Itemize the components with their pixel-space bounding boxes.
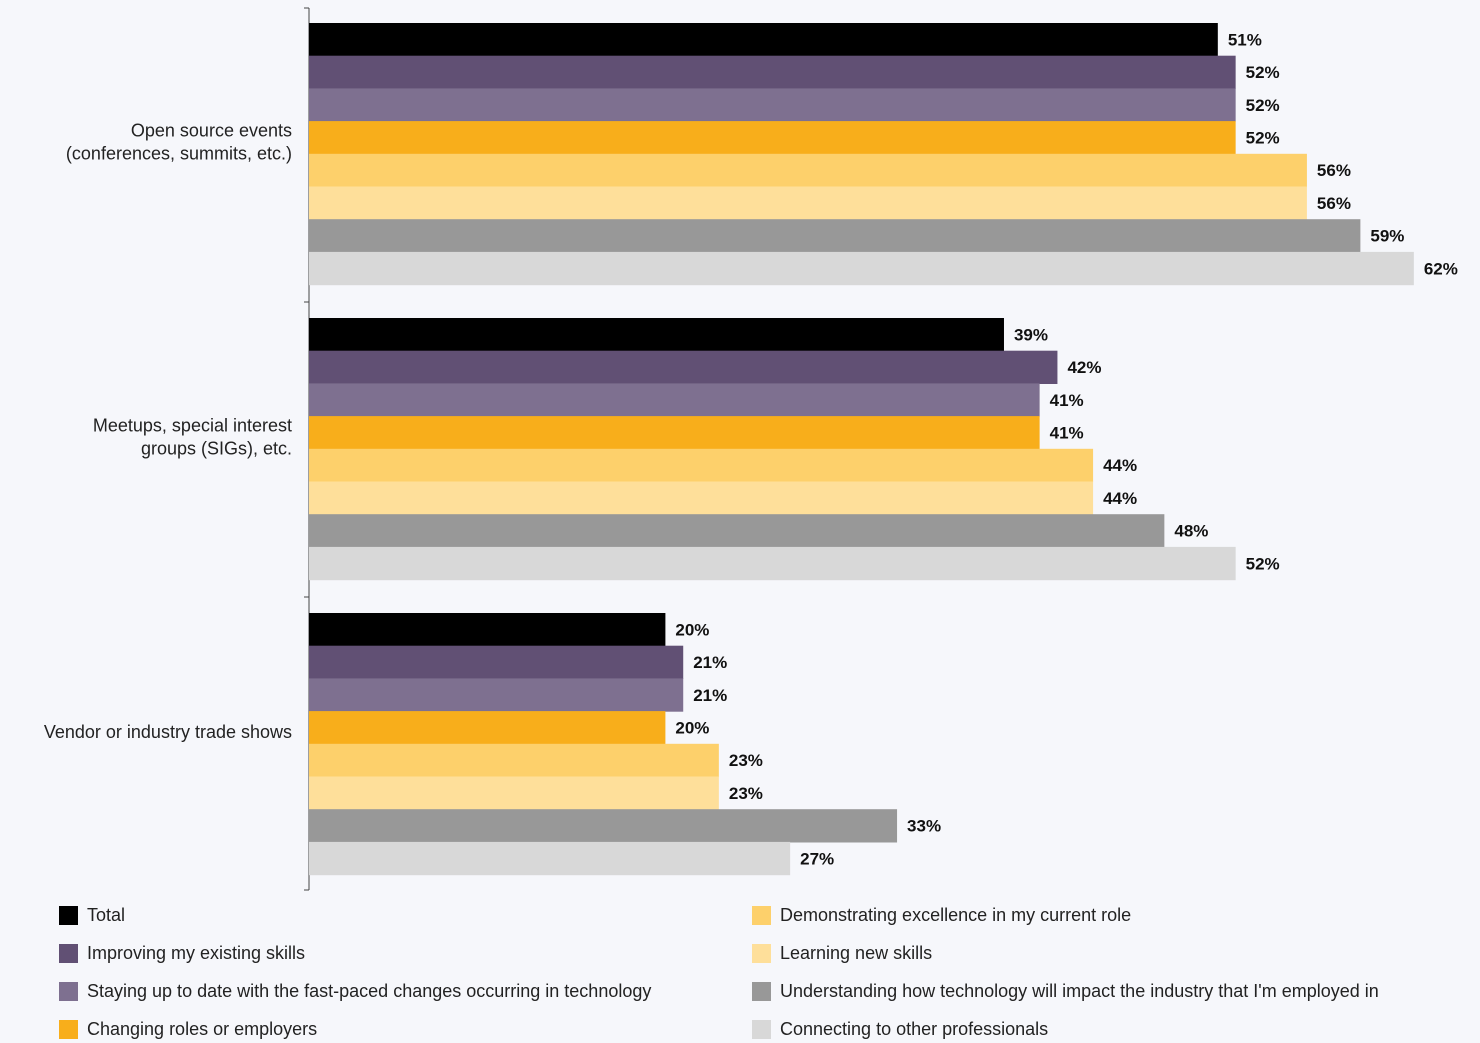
legend-swatch — [59, 982, 78, 1001]
bar — [309, 251, 1414, 286]
data-label: 51% — [1228, 30, 1262, 49]
data-label: 42% — [1067, 358, 1101, 377]
bars-layer — [309, 23, 1414, 876]
bar — [309, 88, 1236, 122]
data-label: 52% — [1246, 96, 1280, 115]
axis-layer — [304, 7, 310, 891]
bar — [309, 219, 1361, 253]
data-label: 20% — [675, 620, 709, 639]
data-label: 52% — [1246, 128, 1280, 147]
bar — [309, 23, 1218, 57]
bar — [309, 318, 1004, 352]
legend-item: Total — [59, 905, 125, 926]
legend-item: Changing roles or employers — [59, 1019, 317, 1040]
bar — [309, 546, 1236, 581]
legend-swatch — [752, 906, 771, 925]
legend-swatch — [752, 944, 771, 963]
legend-label: Learning new skills — [780, 943, 933, 963]
legend-swatch — [752, 1020, 771, 1039]
data-label: 44% — [1103, 489, 1137, 508]
bar — [309, 809, 898, 843]
bar — [309, 776, 719, 810]
data-label: 33% — [907, 817, 941, 836]
data-label: 59% — [1370, 227, 1404, 246]
bar — [309, 481, 1094, 515]
data-label: 56% — [1317, 161, 1351, 180]
legend-item: Connecting to other professionals — [752, 1019, 1048, 1040]
labels-layer: Open source events (conferences, summits,… — [44, 30, 1458, 868]
data-label: 21% — [693, 653, 727, 672]
legend-label: Connecting to other professionals — [780, 1019, 1049, 1039]
data-label: 41% — [1050, 391, 1084, 410]
bar-chart-plot: Open source events (conferences, summits,… — [44, 7, 1458, 891]
category-label: Open source events (conferences, summits,… — [66, 120, 292, 163]
bar — [309, 121, 1236, 155]
data-label: 44% — [1103, 456, 1137, 475]
bar — [309, 645, 684, 679]
data-label: 39% — [1014, 325, 1048, 344]
bar — [309, 841, 791, 876]
legend-label: Improving my existing skills — [87, 943, 306, 963]
bar — [309, 448, 1094, 483]
legend-swatch — [752, 982, 771, 1001]
category-label: Meetups, special interest groups (SIGs), … — [93, 415, 292, 458]
legend-item: Improving my existing skills — [59, 943, 305, 964]
data-label: 56% — [1317, 194, 1351, 213]
data-label: 21% — [693, 686, 727, 705]
bar — [309, 186, 1307, 220]
data-label: 23% — [729, 751, 763, 770]
legend-item: Staying up to date with the fast-paced c… — [59, 981, 651, 1002]
data-label: 20% — [675, 718, 709, 737]
category-label: Vendor or industry trade shows — [44, 722, 292, 742]
legend-item: Demonstrating excellence in my current r… — [752, 905, 1131, 926]
data-label: 27% — [800, 849, 834, 868]
data-label: 52% — [1246, 63, 1280, 82]
data-label: 62% — [1424, 259, 1458, 278]
bar — [309, 613, 666, 647]
bar — [309, 350, 1058, 384]
legend-swatch — [59, 1020, 78, 1039]
bar — [309, 55, 1236, 89]
data-label: 48% — [1174, 522, 1208, 541]
legend-swatch — [59, 944, 78, 963]
legend-swatch — [59, 906, 78, 925]
bar — [309, 678, 684, 712]
data-label: 23% — [729, 784, 763, 803]
legend-label: Demonstrating excellence in my current r… — [780, 905, 1132, 925]
bar — [309, 711, 666, 745]
data-label: 52% — [1246, 554, 1280, 573]
bar — [309, 153, 1307, 188]
legend-label: Total — [87, 905, 126, 925]
bar — [309, 514, 1165, 548]
legend-label: Changing roles or employers — [87, 1019, 318, 1039]
legend-item: Learning new skills — [752, 943, 932, 964]
bar — [309, 743, 719, 778]
bar — [309, 416, 1040, 450]
bar — [309, 383, 1040, 417]
legend-item: Understanding how technology will impact… — [752, 981, 1379, 1002]
legend-label: Staying up to date with the fast-paced c… — [87, 981, 652, 1001]
legend-label: Understanding how technology will impact… — [780, 981, 1379, 1001]
data-label: 41% — [1050, 423, 1084, 442]
